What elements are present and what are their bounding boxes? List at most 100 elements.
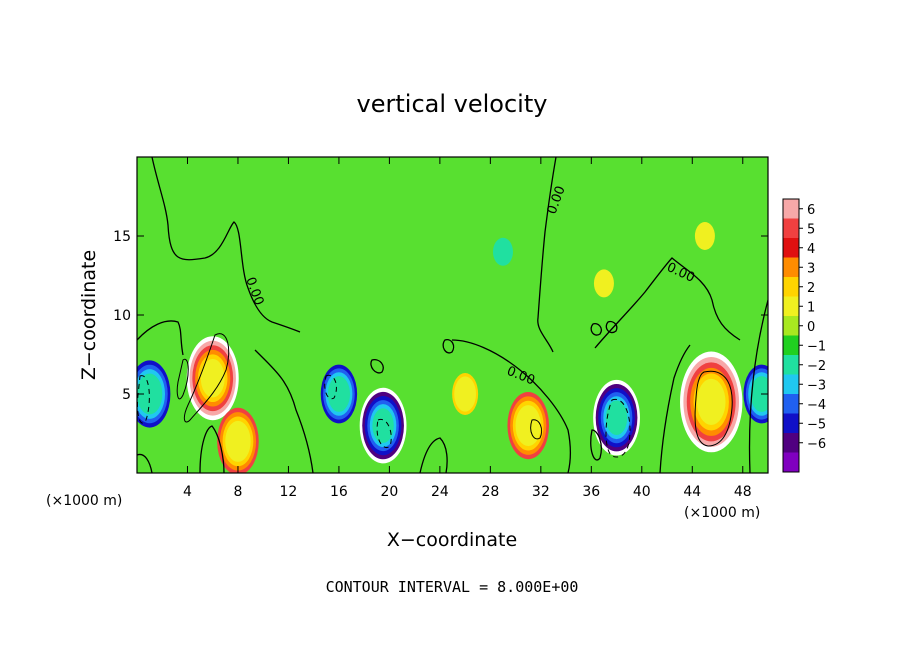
contour-zero-line	[137, 320, 184, 356]
downdraft-cell	[743, 364, 768, 424]
x-tick-label: 32	[532, 484, 550, 500]
x-tick-label: 4	[183, 484, 192, 500]
contour-band	[227, 425, 248, 458]
y-tick-label: 15	[113, 229, 131, 245]
downdraft-cell	[593, 379, 640, 456]
colorbar-swatch	[783, 218, 799, 239]
updraft-cell	[680, 351, 743, 453]
chart-title: vertical velocity	[357, 90, 548, 118]
x-axis-label: X−coordinate	[387, 529, 517, 551]
y-axis: 5 10 15	[113, 229, 768, 403]
colorbar-swatch	[783, 394, 799, 414]
contour-zero-line	[137, 453, 153, 473]
contour-positive-line	[694, 370, 733, 447]
contour-band	[605, 400, 628, 436]
contour-zero-line	[370, 359, 384, 374]
colorbar-frame	[782, 198, 800, 473]
contour-negative-line	[324, 374, 337, 400]
colorbar-swatch	[783, 433, 799, 453]
downdraft-cell	[359, 387, 407, 464]
y-axis-label: Z−coordinate	[78, 250, 100, 380]
x-tick-label: 40	[633, 484, 651, 500]
contour-zero-line	[442, 339, 455, 354]
updraft-cell	[452, 373, 479, 415]
colorbar-swatch	[783, 316, 799, 336]
heatmap-area: 0.00 0.00 0.00 0.00	[137, 157, 768, 473]
updraft-cell	[593, 269, 614, 298]
colorbar-swatch	[783, 335, 799, 356]
x-tick-label: 20	[380, 484, 398, 500]
downdraft-cell	[492, 237, 513, 266]
contour-zero-line	[151, 157, 301, 333]
colorbar-label: 2	[807, 281, 815, 296]
colorbar-swatch	[783, 452, 799, 473]
colorbar: 6 5 4 3 2 1 0 −1 −2 −3 −4 −5 −6	[782, 198, 826, 473]
downdraft-cell	[137, 360, 171, 428]
colorbar-label: 0	[807, 320, 815, 335]
colorbar-label: −3	[807, 378, 826, 393]
colorbar-swatch	[783, 296, 799, 317]
x-tick-label: 28	[481, 484, 499, 500]
updraft-cell	[694, 222, 715, 250]
x-tick-label: 8	[233, 484, 242, 500]
contour-zero-line	[451, 339, 571, 473]
contour-positive-line	[530, 419, 543, 440]
contour-zero-line	[590, 429, 602, 461]
contour-band	[598, 275, 610, 292]
colorbar-swatch	[783, 413, 799, 434]
contour-band	[139, 377, 160, 411]
contour-positive-line	[176, 358, 189, 400]
contour-zero-line	[590, 322, 602, 336]
y-tick-label: 10	[113, 308, 131, 324]
x-tick-label: 44	[683, 484, 701, 500]
colorbar-swatch	[783, 277, 799, 297]
x-unit-right: (×1000 m)	[684, 505, 760, 521]
contour-positive-line	[183, 333, 230, 423]
contour-band	[458, 383, 472, 405]
updraft-cell	[507, 392, 550, 460]
updraft-cell	[186, 336, 239, 421]
contour-zero-line	[605, 320, 618, 334]
colorbar-swatch	[783, 199, 799, 219]
colorbar-label: −1	[807, 339, 826, 354]
contour-band	[372, 408, 394, 443]
contour-zero-line	[419, 437, 448, 473]
colorbar-label: 5	[807, 222, 815, 237]
contour-zero-line	[594, 257, 741, 349]
colorbar-swatch	[783, 355, 799, 375]
heatmap-features	[137, 222, 768, 473]
contour-band	[752, 379, 768, 409]
contour-band	[698, 226, 712, 246]
updraft-cell	[217, 407, 259, 473]
colorbar-label: −2	[807, 359, 826, 374]
x-tick-label: 24	[431, 484, 449, 500]
x-tick-label: 36	[582, 484, 600, 500]
contour-zero-line	[537, 157, 557, 353]
downdraft-cell	[320, 364, 358, 424]
x-tick-label: 48	[734, 484, 752, 500]
contour-zero-line	[199, 425, 225, 473]
contour-lines	[137, 157, 768, 473]
contour-zero-line	[748, 299, 768, 473]
colorbar-label: −5	[807, 417, 826, 432]
x-unit-left: (×1000 m)	[46, 493, 122, 509]
contour-zero-line	[254, 349, 314, 473]
contour-band	[200, 358, 225, 398]
x-tick-label: 12	[280, 484, 298, 500]
colorbar-label: 4	[807, 242, 815, 257]
contour-band	[497, 243, 509, 260]
contour-zero-line	[659, 344, 691, 473]
colorbar-label: 3	[807, 261, 815, 276]
colorbar-label: 6	[807, 203, 815, 218]
contour-band	[518, 409, 539, 442]
contour-negative-line	[376, 418, 392, 448]
contour-band	[330, 379, 348, 409]
contour-band	[696, 378, 726, 425]
x-axis: 4 8 12 16 20 24 28 32 36 40 44 48	[183, 157, 752, 500]
colorbar-label: 1	[807, 300, 815, 315]
colorbar-label: −4	[807, 398, 826, 413]
colorbar-swatch	[783, 374, 799, 395]
contour-interval-note: CONTOUR INTERVAL = 8.000E+00	[326, 578, 579, 596]
contour-negative-line	[605, 398, 631, 458]
